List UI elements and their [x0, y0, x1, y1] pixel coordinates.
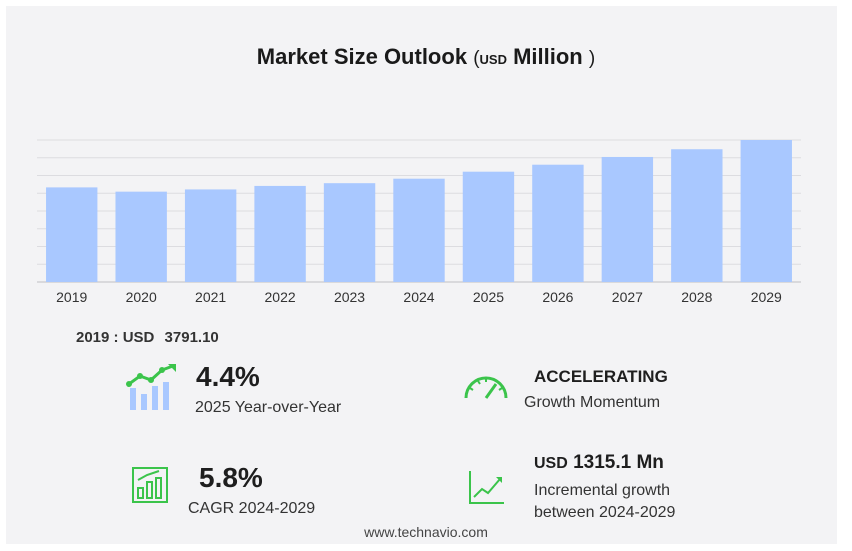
- incremental-value: USD 1315.1 Mn: [534, 452, 664, 474]
- x-tick-label: 2029: [751, 289, 782, 305]
- chart-title: Market Size Outlook (USD Million ): [0, 44, 852, 70]
- x-tick-label: 2027: [612, 289, 643, 305]
- x-tick-label: 2022: [265, 289, 296, 305]
- line-chart-icon: [469, 471, 504, 504]
- x-tick-label: 2020: [126, 289, 157, 305]
- growth-chart-icon: [126, 364, 176, 410]
- base-year-amount: 3791.10: [164, 329, 219, 346]
- x-tick-label: 2024: [403, 289, 434, 305]
- bar-2021: [184, 189, 237, 282]
- incremental-currency: USD: [534, 455, 568, 472]
- bar-2027: [601, 156, 654, 282]
- title-scale: Million: [513, 44, 583, 69]
- title-paren-close: ): [588, 48, 596, 69]
- bar-2024: [393, 178, 445, 282]
- base-year-label: 2019 : USD: [76, 329, 155, 346]
- bar-2019: [46, 187, 98, 282]
- x-axis-labels: 2019 2020 2021 2022 2023 2024 2025 2026 2027 2028…: [56, 289, 782, 305]
- bars: [46, 140, 792, 282]
- x-tick-label: 2021: [195, 289, 226, 305]
- x-tick-label: 2023: [334, 289, 365, 305]
- speedometer-icon: [464, 376, 508, 399]
- bar-2025: [462, 171, 515, 282]
- x-tick-label: 2019: [56, 289, 87, 305]
- bar-2020: [115, 191, 167, 282]
- bar-2028: [671, 149, 723, 282]
- yoy-label: 2025 Year-over-Year: [195, 399, 342, 416]
- momentum-value: ACCELERATING: [534, 367, 668, 386]
- bar-2026: [532, 164, 584, 282]
- bar-chart-icon: [132, 467, 168, 503]
- yoy-value: 4.4%: [196, 361, 260, 392]
- title-currency: USD: [479, 52, 507, 67]
- incremental-label-1: Incremental growth: [534, 482, 671, 499]
- title-paren-open: (: [473, 48, 480, 69]
- base-year-value: 2019 : USD 3791.10: [76, 329, 225, 346]
- incremental-label-2: between 2024-2029: [534, 504, 676, 521]
- incremental-amount: 1315.1 Mn: [573, 452, 664, 473]
- momentum-label: Growth Momentum: [524, 394, 661, 411]
- title-text: Market Size Outlook: [256, 44, 468, 69]
- x-tick-label: 2026: [542, 289, 573, 305]
- bar-2022: [254, 185, 306, 282]
- x-tick-label: 2025: [473, 289, 504, 305]
- cagr-label: CAGR 2024-2029: [188, 500, 316, 517]
- bar-2023: [323, 183, 376, 282]
- source-footer: www.technavio.com: [364, 524, 488, 540]
- cagr-value: 5.8%: [199, 462, 263, 493]
- x-tick-label: 2028: [681, 289, 712, 305]
- bar-2029: [740, 140, 792, 282]
